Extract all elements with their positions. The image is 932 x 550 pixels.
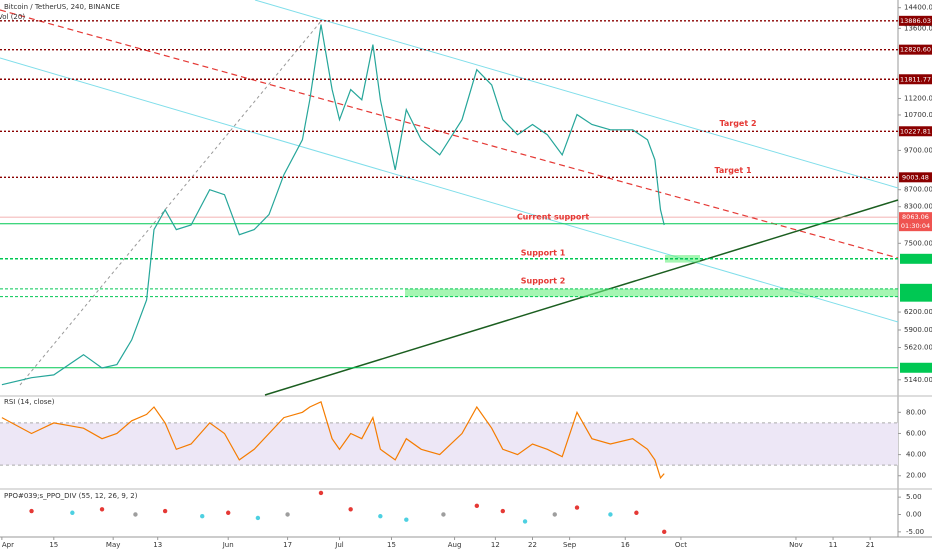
x-tick-label: Sep <box>563 541 577 549</box>
price-line <box>1 24 665 386</box>
y-tick-label: 0.00 <box>906 510 922 518</box>
x-tick-label: 13 <box>153 541 162 549</box>
annotation: Target 2 <box>719 119 756 128</box>
level-label: 13886.03 <box>900 17 931 25</box>
y-tick-label: 60.00 <box>906 429 926 437</box>
y-tick-label: 9700.00 <box>904 146 932 154</box>
level-label: 11811.77 <box>900 75 931 83</box>
ppo-dot <box>70 510 75 515</box>
y-tick-label: 8300.00 <box>904 203 932 211</box>
ppo-dot <box>285 512 290 517</box>
x-tick-label: Jun <box>222 541 234 549</box>
y-tick-label: 14400.00 <box>904 4 932 12</box>
annotation: Support 2 <box>521 276 566 285</box>
ppo-dot <box>255 515 261 521</box>
x-tick-label: 16 <box>621 541 630 549</box>
ppo-dot <box>574 505 580 510</box>
x-tick-label: Aug <box>448 541 462 549</box>
level-label: 12820.60 <box>900 46 931 54</box>
ppo-dot <box>634 510 639 515</box>
trend-line <box>19 19 323 386</box>
level-label: 9003.48 <box>902 173 929 181</box>
ppo-dot <box>29 508 34 514</box>
x-tick-label: Oct <box>675 541 687 549</box>
annotation: Target 1 <box>714 166 752 175</box>
level-badge <box>899 172 932 183</box>
trend-line <box>0 9 899 259</box>
ppo-dot <box>378 514 383 519</box>
y-tick-label: 40.00 <box>906 451 926 459</box>
level-badge <box>899 126 932 137</box>
level-label: 10227.81 <box>900 127 931 135</box>
ppo-dot <box>318 490 324 496</box>
y-tick-label: 10700.00 <box>904 111 932 119</box>
ppo-dot <box>500 508 506 514</box>
x-tick-label: 11 <box>829 541 838 549</box>
y-tick-label: 7500.00 <box>904 239 932 247</box>
ppo-dot <box>162 508 168 514</box>
ppo-dot <box>662 529 667 535</box>
level-badge <box>899 15 932 26</box>
y-tick-label: 11200.00 <box>904 94 932 102</box>
current-price-badge <box>899 212 932 232</box>
x-tick-label: 17 <box>283 541 292 549</box>
countdown: 01:30:04 <box>901 222 930 230</box>
ppo-title: PPO#039;s_PPO_DIV (55, 12, 26, 9, 2) <box>4 492 138 500</box>
x-tick-label: May <box>106 541 120 549</box>
support-badge <box>900 283 932 294</box>
ppo-dot <box>404 517 409 522</box>
ppo-dot <box>133 512 138 517</box>
annotation: Current support <box>517 212 590 221</box>
price-axis-bg <box>898 0 932 550</box>
y-tick-label: 5620.00 <box>904 344 932 352</box>
ppo-dot <box>441 512 446 517</box>
volume-title: Vol (20) <box>0 13 25 21</box>
ppo-dot <box>200 514 205 519</box>
ppo-dot <box>522 519 528 524</box>
y-tick-label: 6200.00 <box>904 308 932 316</box>
x-tick-label: 12 <box>491 541 500 549</box>
y-tick-label: 13600.00 <box>904 24 932 32</box>
x-tick-label: 15 <box>387 541 396 549</box>
x-tick-label: 15 <box>49 541 58 549</box>
support-zone <box>405 288 898 297</box>
x-tick-label: Jul <box>334 541 344 549</box>
channel-line <box>0 57 899 323</box>
current-price-label: 8063.06 <box>902 213 929 221</box>
x-tick-label: 21 <box>866 541 875 549</box>
level-badge <box>899 44 932 55</box>
rsi-band <box>0 422 898 466</box>
ppo-dot <box>99 507 105 512</box>
x-tick-label: 22 <box>528 541 537 549</box>
y-tick-label: 8700.00 <box>904 186 932 194</box>
rsi-line <box>1 400 665 480</box>
y-tick-label: 5140.00 <box>904 376 932 384</box>
drawings <box>0 0 899 396</box>
ppo-dot <box>552 512 557 517</box>
x-tick-label: Nov <box>789 541 803 549</box>
support-badge <box>900 362 932 373</box>
chart-title: Bitcoin / TetherUS, 240, BINANCE <box>4 3 120 11</box>
rsi-title: RSI (14, close) <box>4 398 55 406</box>
y-tick-label: 20.00 <box>906 472 926 480</box>
ppo-dot <box>348 507 353 512</box>
y-tick-label: 5.00 <box>906 493 922 501</box>
level-badge <box>899 74 932 85</box>
x-tick-label: Apr <box>2 541 14 549</box>
ppo-dot <box>474 503 480 509</box>
y-tick-label: 5900.00 <box>904 326 932 334</box>
ppo-dot <box>226 510 231 515</box>
channel-line <box>254 0 899 189</box>
y-tick-label: -5.00 <box>906 528 924 536</box>
support-badge <box>900 291 932 302</box>
support-badge <box>900 253 932 264</box>
trend-line <box>264 199 899 396</box>
y-tick-label: 80.00 <box>906 408 926 416</box>
annotation: Support 1 <box>521 248 566 257</box>
ppo-dot <box>608 512 613 517</box>
